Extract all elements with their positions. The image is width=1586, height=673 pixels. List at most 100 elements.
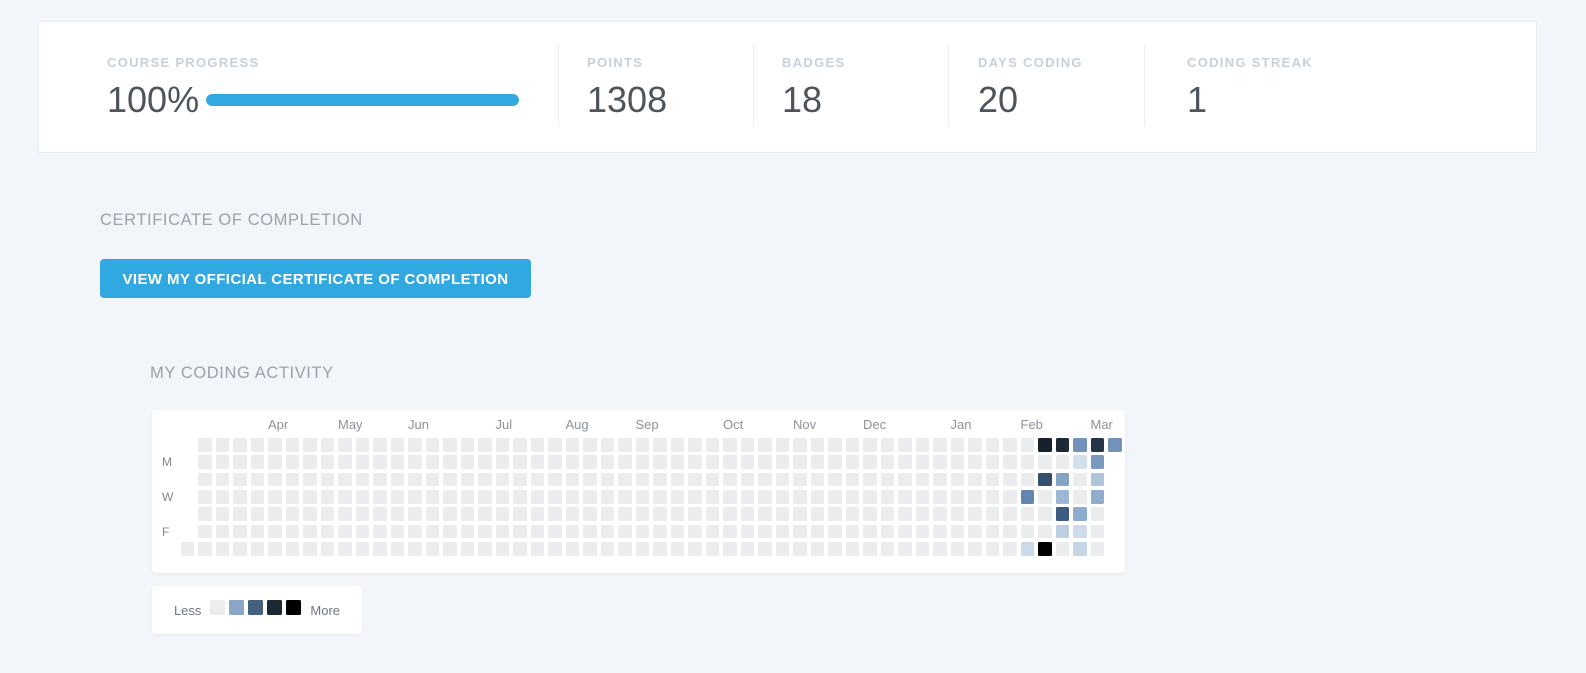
activity-cell xyxy=(600,472,614,487)
activity-cell xyxy=(285,507,299,521)
activity-cell xyxy=(933,524,947,539)
activity-cell xyxy=(653,472,667,487)
activity-cell xyxy=(1003,524,1017,539)
activity-cell xyxy=(1038,490,1052,504)
activity-cell xyxy=(670,507,684,521)
activity-cell xyxy=(1090,490,1104,504)
activity-cell xyxy=(425,507,439,521)
activity-cell xyxy=(915,490,929,504)
activity-cell xyxy=(775,507,789,521)
stat-label: DAYS CODING xyxy=(978,55,1083,70)
activity-cell xyxy=(425,490,439,504)
activity-cell xyxy=(1055,542,1069,556)
course-progress-bar xyxy=(206,94,519,106)
activity-cell xyxy=(723,438,737,452)
activity-cell xyxy=(355,455,369,469)
activity-cell xyxy=(390,455,404,469)
activity-cell xyxy=(565,455,579,469)
activity-cell xyxy=(653,542,667,556)
activity-cell xyxy=(373,524,387,539)
certificate-heading: CERTIFICATE OF COMPLETION xyxy=(100,211,363,229)
activity-cell xyxy=(513,507,527,521)
month-label: Aug xyxy=(565,417,589,432)
activity-cell xyxy=(845,490,859,504)
activity-cell xyxy=(408,438,422,452)
activity-cell xyxy=(933,438,947,452)
activity-cell xyxy=(880,438,894,452)
activity-cell xyxy=(635,507,649,521)
activity-cell xyxy=(723,455,737,469)
activity-cell xyxy=(460,472,474,487)
activity-cell xyxy=(863,507,877,521)
activity-cell xyxy=(373,455,387,469)
activity-cell xyxy=(793,438,807,452)
activity-cell xyxy=(845,507,859,521)
activity-heatmap: Apr May Jun Jul Aug Sep Oct Nov Dec Jan Feb Mar M W F xyxy=(152,410,1125,573)
activity-cell xyxy=(1090,524,1104,539)
activity-cell xyxy=(338,542,352,556)
activity-cell xyxy=(408,542,422,556)
activity-cell xyxy=(425,524,439,539)
day-label: W xyxy=(162,490,174,505)
activity-cell xyxy=(583,524,597,539)
activity-cell xyxy=(495,507,509,521)
activity-cell xyxy=(845,438,859,452)
activity-cell xyxy=(705,524,719,539)
activity-cell xyxy=(933,490,947,504)
activity-cell xyxy=(338,472,352,487)
activity-cell xyxy=(828,524,842,539)
activity-cell xyxy=(268,438,282,452)
activity-cell xyxy=(268,542,282,556)
activity-cell xyxy=(303,455,317,469)
activity-cell xyxy=(635,455,649,469)
activity-cell xyxy=(215,455,229,469)
activity-cell xyxy=(443,542,457,556)
activity-cell xyxy=(478,472,492,487)
activity-cell xyxy=(618,542,632,556)
activity-cell xyxy=(723,472,737,487)
stat-value: 100% xyxy=(107,79,200,120)
activity-cell xyxy=(1038,524,1052,539)
activity-cell xyxy=(373,472,387,487)
activity-cell xyxy=(635,490,649,504)
activity-legend: Less More xyxy=(152,586,362,634)
activity-cell xyxy=(828,472,842,487)
activity-cell xyxy=(635,472,649,487)
activity-cell xyxy=(303,507,317,521)
activity-cell xyxy=(600,438,614,452)
activity-cell xyxy=(670,490,684,504)
activity-cell xyxy=(198,472,212,487)
activity-cell xyxy=(950,524,964,539)
activity-cell xyxy=(950,438,964,452)
month-label: Sep xyxy=(635,417,659,432)
activity-cell xyxy=(1020,438,1034,452)
activity-cell xyxy=(635,542,649,556)
activity-cell xyxy=(950,507,964,521)
activity-cell xyxy=(495,542,509,556)
activity-cell xyxy=(1038,455,1052,469)
activity-cell xyxy=(1038,472,1052,487)
activity-cell xyxy=(985,455,999,469)
activity-cell xyxy=(758,507,772,521)
activity-cell xyxy=(688,542,702,556)
activity-cell xyxy=(793,524,807,539)
view-certificate-button[interactable]: VIEW MY OFFICIAL CERTIFICATE OF COMPLETI… xyxy=(100,259,531,298)
activity-cell xyxy=(705,542,719,556)
activity-cell xyxy=(1090,455,1104,469)
activity-cell xyxy=(233,490,247,504)
activity-cell xyxy=(233,507,247,521)
activity-cell xyxy=(215,507,229,521)
activity-cell xyxy=(618,524,632,539)
activity-cell xyxy=(1055,490,1069,504)
activity-cell xyxy=(285,472,299,487)
activity-cell xyxy=(408,507,422,521)
activity-cell xyxy=(898,438,912,452)
activity-cell xyxy=(373,438,387,452)
activity-cell xyxy=(530,507,544,521)
activity-cell xyxy=(583,455,597,469)
activity-cell xyxy=(705,490,719,504)
activity-cell xyxy=(443,490,457,504)
activity-cell xyxy=(530,524,544,539)
activity-cell xyxy=(198,507,212,521)
stats-divider xyxy=(753,45,754,126)
